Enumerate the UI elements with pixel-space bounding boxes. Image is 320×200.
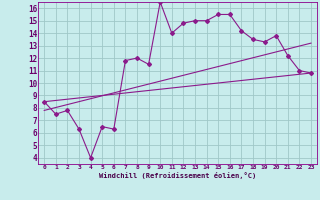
X-axis label: Windchill (Refroidissement éolien,°C): Windchill (Refroidissement éolien,°C) (99, 172, 256, 179)
